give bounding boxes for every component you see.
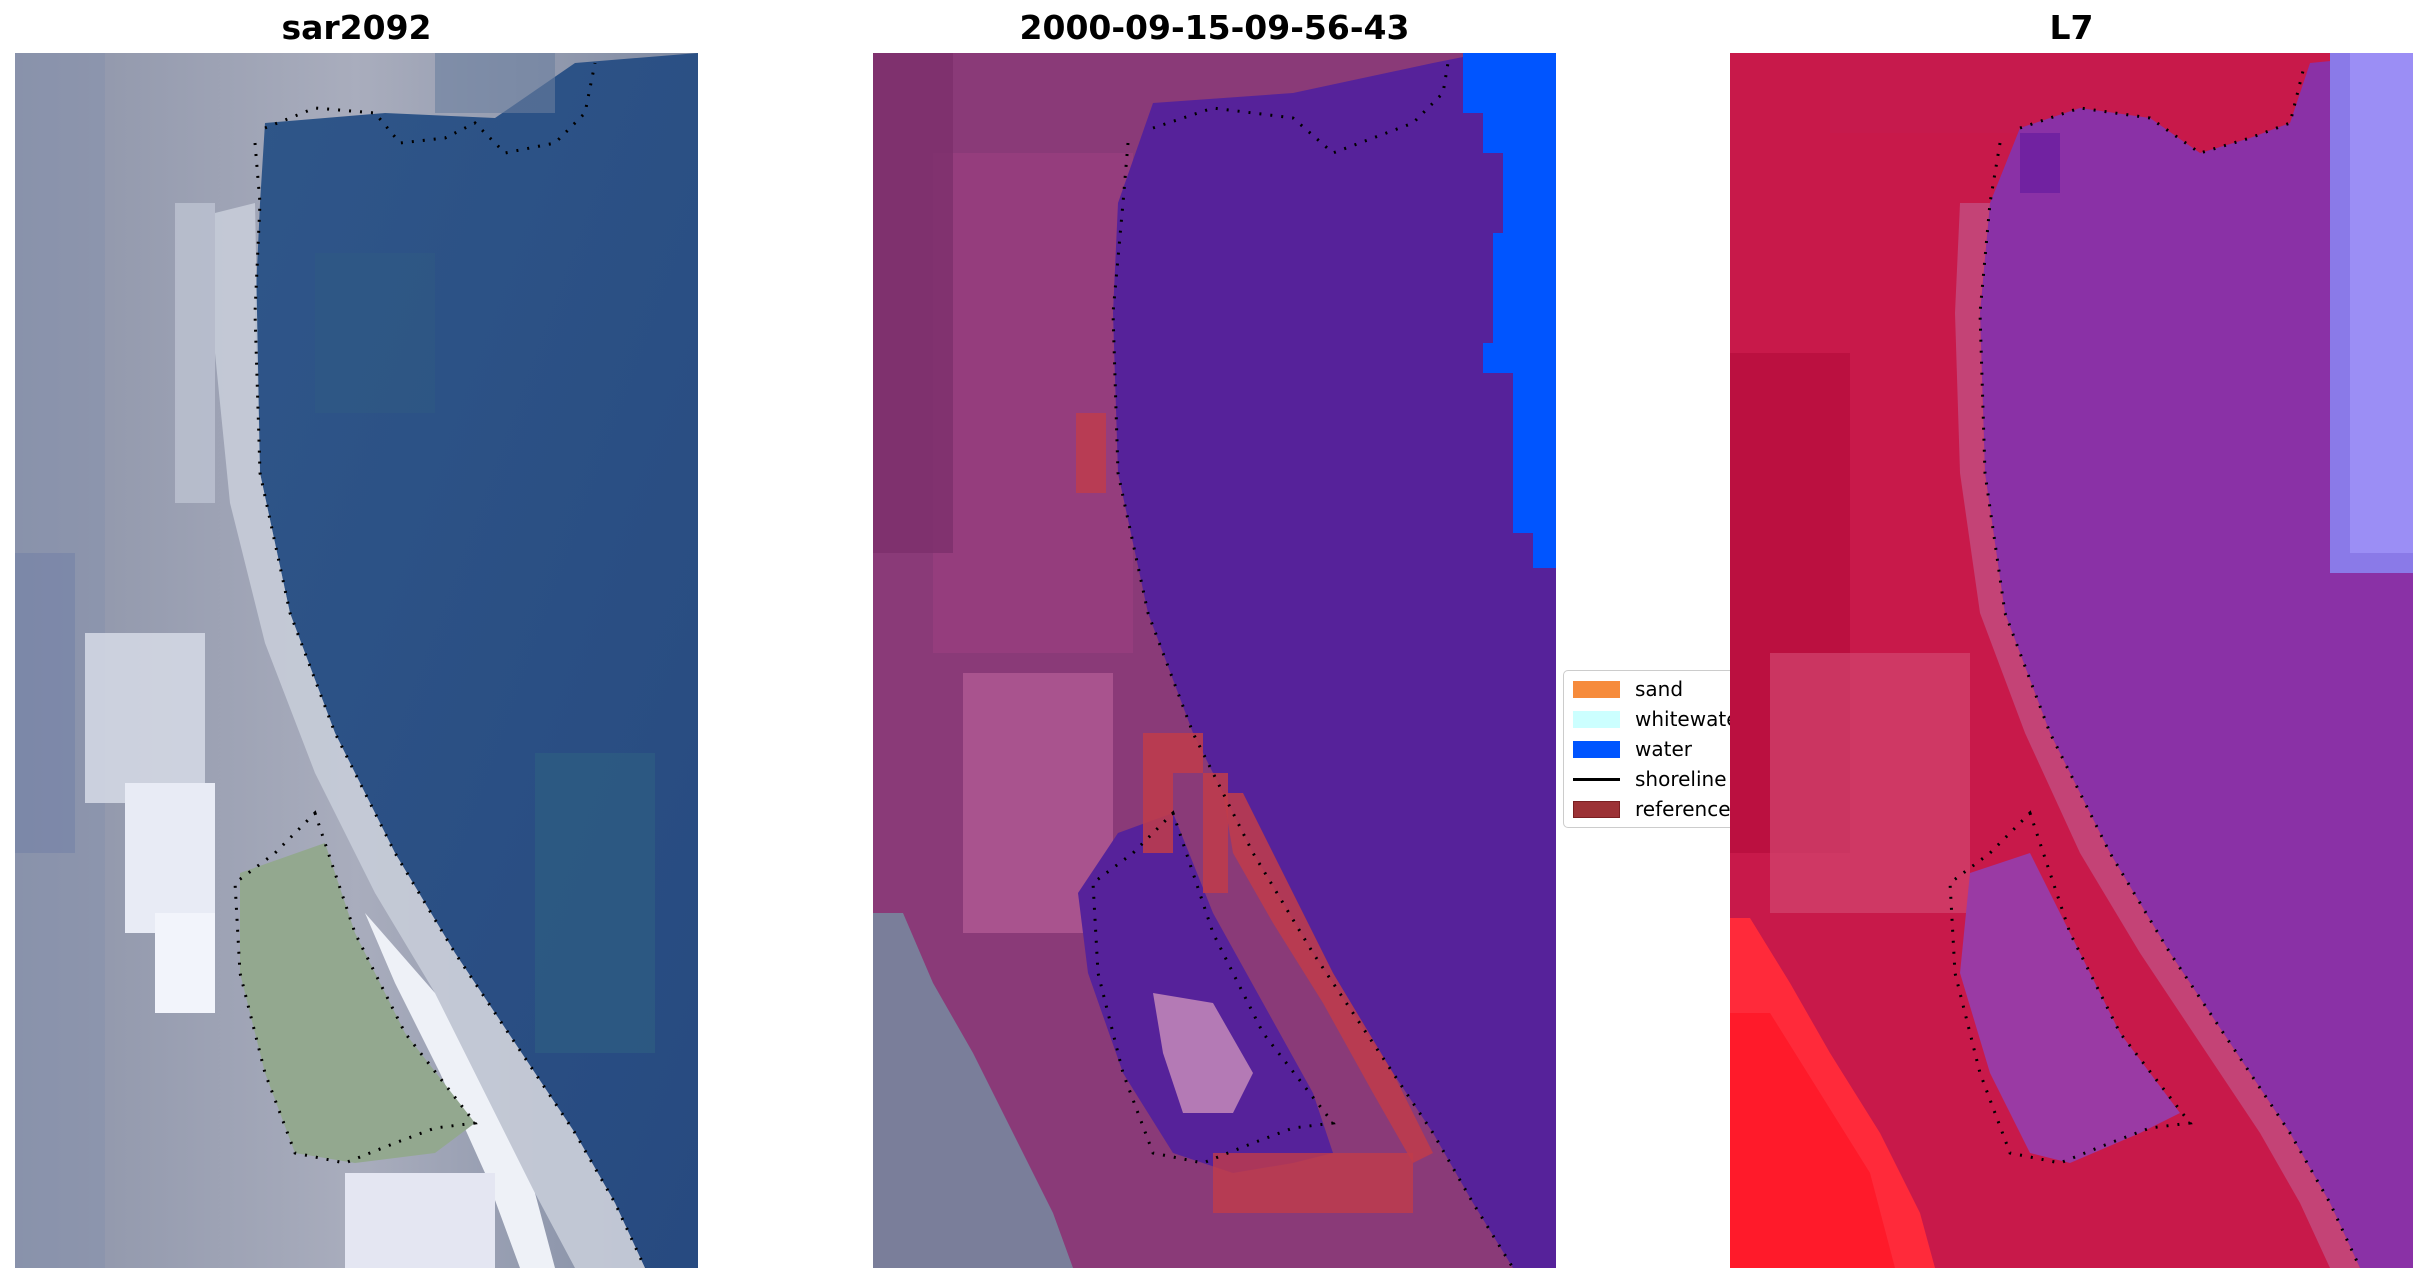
legend-swatch-sand — [1573, 680, 1620, 698]
legend-label-water: water — [1635, 737, 1692, 761]
classified-image — [873, 53, 1556, 1268]
legend-item-sand: sand — [1573, 675, 1683, 703]
panel-title-l7: L7 — [2049, 8, 2094, 47]
legend-label-reference: reference — [1635, 797, 1731, 821]
legend-item-whitewater: whitewater — [1573, 705, 1737, 733]
legend-line-shoreline — [1573, 777, 1620, 781]
legend: sand whitewater water shoreline referenc… — [1563, 670, 1737, 828]
legend-label-shoreline: shoreline — [1635, 767, 1727, 791]
sar2092-image — [15, 53, 698, 1268]
sar2092-image-svg — [15, 53, 698, 1268]
legend-item-water: water — [1573, 735, 1692, 763]
panel-title-date: 2000-09-15-09-56-43 — [1019, 8, 1410, 47]
panel-title-sar2092: sar2092 — [281, 8, 432, 47]
legend-item-reference: reference — [1573, 795, 1731, 823]
legend-item-shoreline: shoreline — [1573, 765, 1727, 793]
classified-image-svg — [873, 53, 1556, 1268]
l7-image — [1730, 53, 2413, 1268]
legend-swatch-reference — [1573, 800, 1620, 818]
legend-label-whitewater: whitewater — [1635, 707, 1737, 731]
legend-swatch-water — [1573, 740, 1620, 758]
legend-swatch-whitewater — [1573, 710, 1620, 728]
legend-label-sand: sand — [1635, 677, 1684, 701]
l7-image-svg — [1730, 53, 2413, 1268]
